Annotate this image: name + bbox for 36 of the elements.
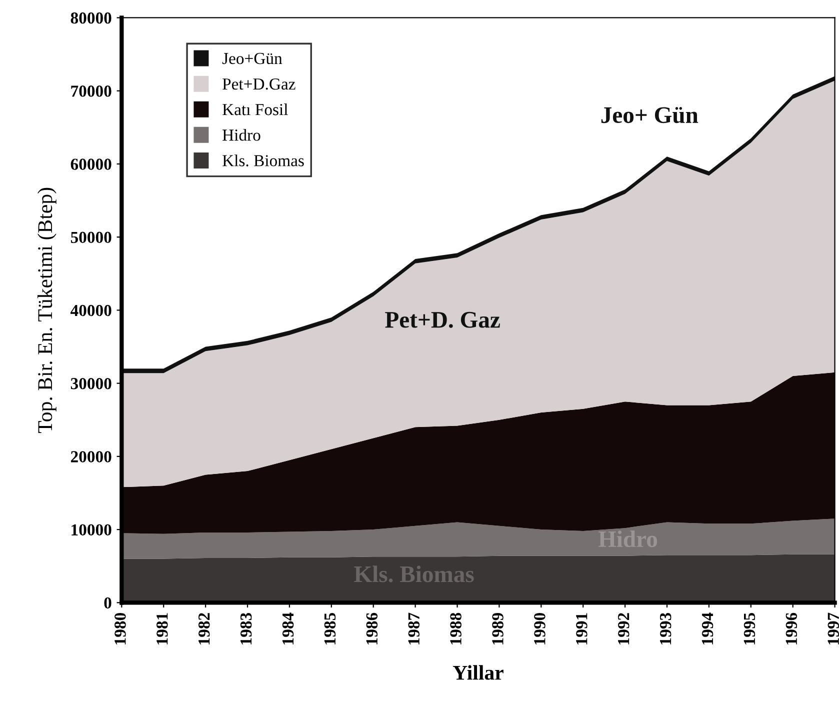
x-tick-label: 1984 (282, 612, 294, 644)
y-tick-label: 70000 (71, 86, 112, 97)
legend-label: Katı Fosil (222, 103, 288, 116)
legend-label: Jeo+Gün (222, 52, 282, 64)
x-tick-label: 1982 (198, 613, 210, 644)
y-axis-title: Top. Bir. En. Tüketimi (Btep) (37, 188, 56, 434)
x-tick-label: 1988 (450, 612, 462, 644)
legend-label: Kls. Biomas (222, 154, 304, 166)
x-tick-label: 1992 (618, 613, 630, 644)
y-tick-label: 0 (104, 597, 112, 609)
x-tick-label: 1985 (324, 612, 336, 644)
y-tick-label: 80000 (70, 12, 112, 24)
x-tick-label: 1987 (408, 612, 420, 644)
x-tick-label: 1997 (828, 612, 839, 644)
x-tick-label: 1994 (702, 612, 714, 644)
y-tick-label: 10000 (72, 524, 112, 536)
x-tick-label: 1981 (156, 613, 168, 644)
x-tick-label: 1983 (240, 612, 252, 644)
annotation: Jeo+ Gün (601, 107, 698, 124)
y-tick-label: 30000 (70, 378, 112, 390)
x-tick-label: 1989 (492, 612, 504, 644)
x-tick-label: 1986 (366, 612, 378, 644)
x-tick-label: 1991 (576, 613, 588, 644)
y-tick-label: 60000 (70, 158, 112, 170)
annotation: Pet+D. Gaz (385, 312, 500, 328)
x-tick-label: 1995 (744, 612, 756, 644)
legend-label: Pet+D.Gaz (222, 78, 296, 90)
x-tick-label: 1980 (114, 613, 126, 644)
y-tick-label: 40000 (70, 304, 112, 316)
x-axis-title: Yillar (452, 665, 504, 680)
y-tick-label: 20000 (70, 451, 112, 462)
x-tick-label: 1996 (786, 612, 798, 644)
legend-label: Hidro (222, 129, 260, 141)
x-tick-label: 1990 (534, 613, 546, 644)
y-tick-label: 50000 (70, 232, 112, 244)
x-tick-label: 1993 (660, 612, 672, 644)
